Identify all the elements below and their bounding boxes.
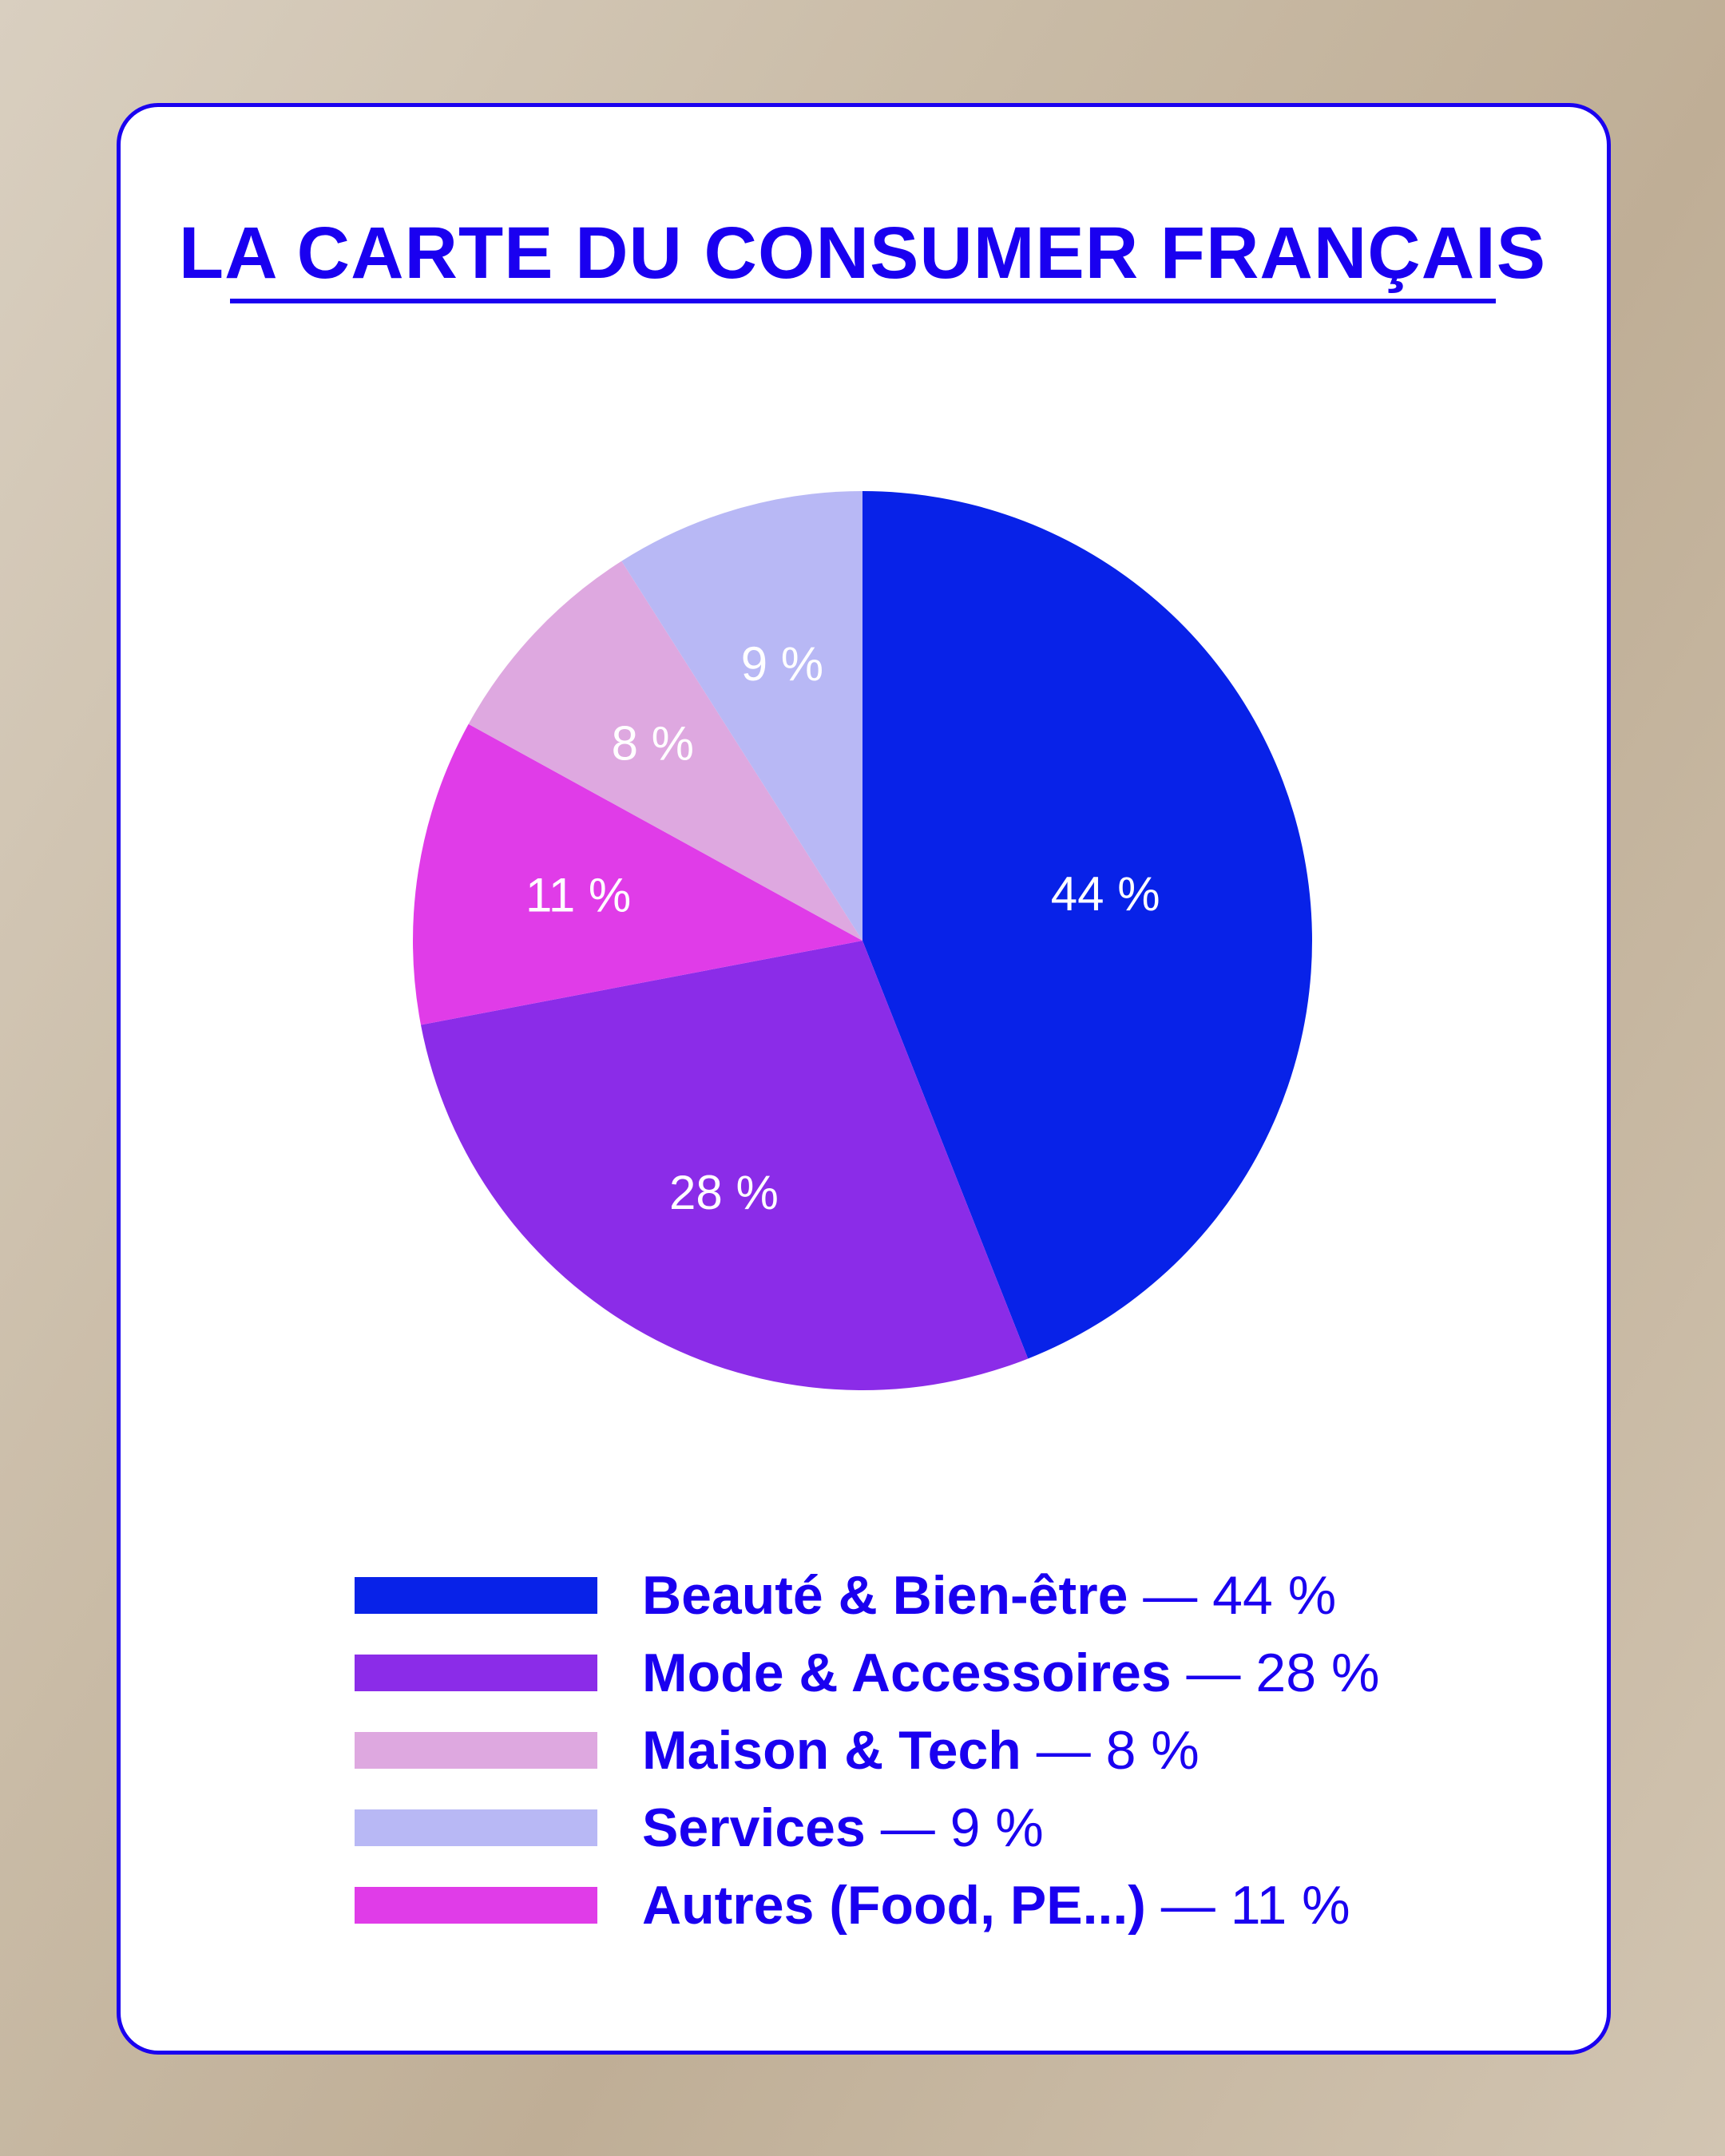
legend-swatch — [355, 1577, 597, 1614]
legend-value: — 11 % — [1145, 1875, 1350, 1936]
legend-category: Autres (Food, PE...) — [642, 1875, 1146, 1936]
slice-label: 28 % — [669, 1166, 779, 1219]
pie-slice-0 — [862, 491, 1313, 1359]
legend-item: Services — 9 % — [355, 1797, 1044, 1858]
pie-slice-3 — [468, 561, 862, 941]
legend-value: — 9 % — [865, 1797, 1044, 1858]
slice-label: 8 % — [612, 716, 694, 770]
legend-value: — 28 % — [1171, 1643, 1380, 1703]
legend-swatch — [355, 1887, 597, 1924]
legend-swatch — [355, 1732, 597, 1769]
legend-label: Maison & Tech — 8 % — [642, 1719, 1200, 1781]
legend-item: Autres (Food, PE...) — 11 % — [355, 1875, 1350, 1936]
legend-label: Mode & Accessoires — 28 % — [642, 1642, 1379, 1704]
legend-item: Maison & Tech — 8 % — [355, 1720, 1200, 1781]
legend-item: Beauté & Bien-être — 44 % — [355, 1565, 1336, 1626]
legend-swatch — [355, 1809, 597, 1846]
legend-value: — 8 % — [1021, 1720, 1200, 1781]
legend-swatch — [355, 1655, 597, 1691]
title-underline — [230, 299, 1496, 303]
legend-item: Mode & Accessoires — 28 % — [355, 1643, 1379, 1703]
legend-value: — 44 % — [1128, 1565, 1337, 1626]
legend-category: Mode & Accessoires — [642, 1643, 1172, 1703]
legend-category: Beauté & Bien-être — [642, 1565, 1128, 1626]
legend-label: Autres (Food, PE...) — 11 % — [642, 1874, 1350, 1936]
legend-label: Services — 9 % — [642, 1797, 1044, 1859]
pie-slice-1 — [420, 941, 1029, 1390]
slice-label: 9 % — [741, 637, 823, 691]
slice-label: 44 % — [1051, 867, 1160, 921]
pie-slice-2 — [413, 723, 862, 1025]
slice-label: 11 % — [525, 869, 631, 922]
legend-category: Maison & Tech — [642, 1720, 1021, 1781]
legend-category: Services — [642, 1797, 866, 1858]
legend-label: Beauté & Bien-être — 44 % — [642, 1564, 1336, 1627]
pie-slice-4 — [621, 491, 862, 941]
chart-title: LA CARTE DU CONSUMER FRANÇAIS — [178, 212, 1547, 294]
